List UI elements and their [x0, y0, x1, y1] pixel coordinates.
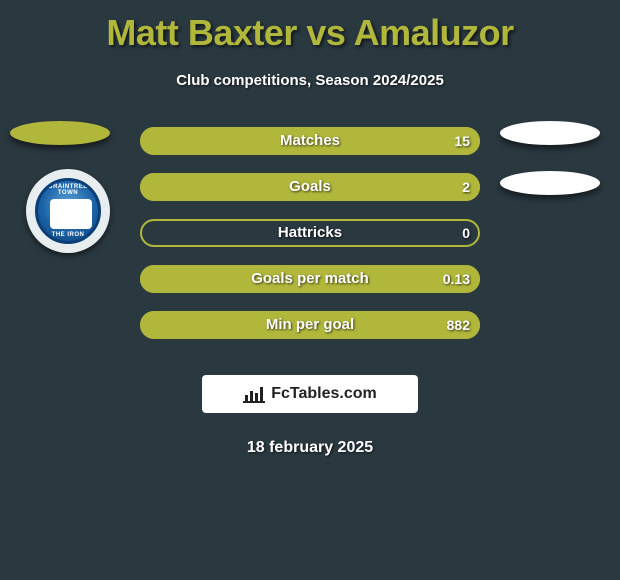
badge-year: 1898: [38, 222, 98, 229]
stat-row: Goals per match0.13: [140, 265, 480, 293]
right-player-ellipse-2: [500, 171, 600, 195]
stat-bars: Matches15 Goals2 Hattricks0 Goals per match…: [140, 127, 480, 339]
stat-label: Min per goal: [140, 311, 480, 339]
stat-row: Min per goal882: [140, 311, 480, 339]
left-club-badge: BRAINTREE TOWN 1898 THE IRON: [26, 169, 110, 253]
attribution-text: FcTables.com: [271, 385, 377, 403]
badge-top-text: BRAINTREE TOWN: [38, 184, 98, 196]
stat-label: Goals: [140, 173, 480, 201]
chart-icon: [243, 385, 265, 403]
stat-right-value: 0.13: [443, 265, 470, 293]
stat-row: Goals2: [140, 173, 480, 201]
stat-right-value: 15: [454, 127, 470, 155]
stat-row: Hattricks0: [140, 219, 480, 247]
right-player-ellipse-1: [500, 121, 600, 145]
stat-label: Hattricks: [140, 219, 480, 247]
comparison-content: BRAINTREE TOWN 1898 THE IRON Matches15 Go…: [0, 127, 620, 357]
club-badge-inner: BRAINTREE TOWN 1898 THE IRON: [35, 178, 101, 244]
stat-label: Goals per match: [140, 265, 480, 293]
attribution-box: FcTables.com: [202, 375, 418, 413]
stat-label: Matches: [140, 127, 480, 155]
left-player-ellipse: [10, 121, 110, 145]
stat-right-value: 0: [462, 219, 470, 247]
badge-bottom-text: THE IRON: [38, 232, 98, 238]
page-title: Matt Baxter vs Amaluzor: [0, 0, 620, 54]
stat-row: Matches15: [140, 127, 480, 155]
subtitle: Club competitions, Season 2024/2025: [0, 72, 620, 89]
stat-right-value: 882: [447, 311, 470, 339]
stat-right-value: 2: [462, 173, 470, 201]
date-text: 18 february 2025: [0, 439, 620, 457]
right-player-column: [500, 121, 600, 221]
left-player-column: BRAINTREE TOWN 1898 THE IRON: [10, 121, 110, 253]
